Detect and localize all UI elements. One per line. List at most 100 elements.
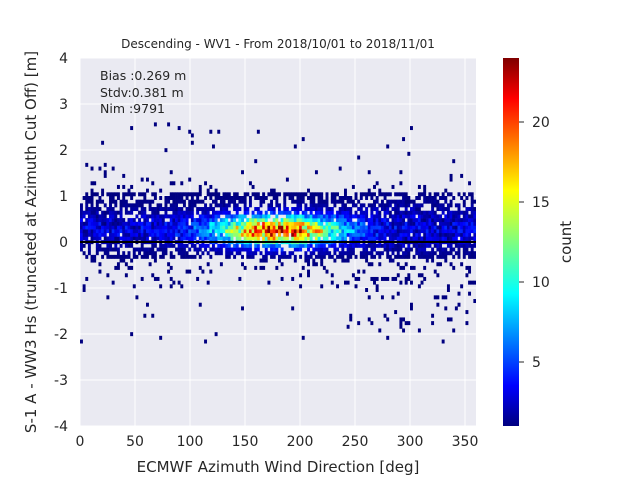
heatmap-cell <box>314 203 318 208</box>
heatmap-cell <box>80 339 83 344</box>
heatmap-cell <box>254 192 258 197</box>
heatmap-cell <box>196 207 200 212</box>
x-tick-label: 100 <box>177 434 204 450</box>
heatmap-cell <box>312 221 316 226</box>
heatmap-cell <box>109 243 112 248</box>
heatmap-cell <box>333 243 337 248</box>
heatmap-cell <box>365 288 369 292</box>
heatmap-cell <box>317 251 321 256</box>
heatmap-cell <box>238 214 242 219</box>
heatmap-cell <box>148 199 152 204</box>
heatmap-cell <box>465 251 469 256</box>
heatmap-cell <box>476 192 479 196</box>
heatmap-cell <box>219 210 223 215</box>
heatmap-cell <box>278 225 281 230</box>
heatmap-cell <box>153 221 157 226</box>
heatmap-cell <box>172 254 176 259</box>
heatmap-cell <box>452 214 456 219</box>
heatmap-cell <box>190 225 194 230</box>
heatmap-cell <box>122 199 126 204</box>
heatmap-cell <box>190 218 194 223</box>
heatmap-cell <box>214 192 218 197</box>
heatmap-cell <box>132 225 136 230</box>
heatmap-cell <box>357 243 361 248</box>
heatmap-cell <box>370 196 374 200</box>
heatmap-cell <box>135 207 139 212</box>
heatmap-cell <box>132 232 136 237</box>
heatmap-cell <box>373 280 376 285</box>
heatmap-cell <box>85 207 89 212</box>
heatmap-cell <box>98 243 102 248</box>
heatmap-cell <box>256 229 260 234</box>
heatmap-cell <box>132 254 136 259</box>
heatmap-cell <box>417 214 421 219</box>
heatmap-cell <box>114 221 118 226</box>
colorbar-label: count <box>557 221 575 263</box>
heatmap-cell <box>180 254 184 259</box>
heatmap-cell <box>299 207 303 212</box>
heatmap-cell <box>267 214 271 219</box>
heatmap-cell <box>423 184 427 189</box>
heatmap-cell <box>351 247 355 252</box>
heatmap-cell <box>452 328 456 333</box>
heatmap-cell <box>433 218 437 223</box>
heatmap-cell <box>380 199 384 204</box>
y-tick-label: 2 <box>59 143 68 159</box>
heatmap-cell <box>233 247 237 252</box>
heatmap-cell <box>196 210 200 215</box>
heatmap-cell <box>212 225 215 230</box>
heatmap-cell <box>214 203 218 208</box>
heatmap-cell <box>301 218 305 223</box>
heatmap-cell <box>328 207 332 212</box>
heatmap-cell <box>396 232 400 237</box>
heatmap-cell <box>402 192 406 197</box>
heatmap-cell <box>151 254 155 259</box>
heatmap-cell <box>175 221 178 226</box>
heatmap-cell <box>367 203 371 208</box>
heatmap-cell <box>415 229 419 234</box>
heatmap-cell <box>314 262 318 267</box>
heatmap-cell <box>301 196 305 200</box>
heatmap-cell <box>365 251 369 256</box>
heatmap-cell <box>135 225 139 230</box>
heatmap-cell <box>172 236 176 241</box>
heatmap-cell <box>378 192 382 197</box>
heatmap-cell <box>256 207 260 212</box>
heatmap-cell <box>446 214 450 219</box>
heatmap-cell <box>190 192 194 197</box>
heatmap-cell <box>446 218 450 223</box>
heatmap-cell <box>95 232 99 237</box>
heatmap-cell <box>280 262 284 267</box>
heatmap-cell <box>209 225 213 230</box>
heatmap-cell <box>293 214 297 219</box>
heatmap-cell <box>161 247 165 252</box>
heatmap-cell <box>446 229 450 234</box>
heatmap-cell <box>143 210 147 215</box>
heatmap-cell <box>272 221 276 226</box>
heatmap-cell <box>124 203 128 208</box>
heatmap-cell <box>457 225 461 230</box>
heatmap-cell <box>111 192 115 197</box>
heatmap-cell <box>420 225 424 230</box>
heatmap-cell <box>143 192 147 197</box>
heatmap-cell <box>204 236 208 241</box>
heatmap-cell <box>116 254 120 259</box>
heatmap-cell <box>217 232 221 237</box>
heatmap-cell <box>349 243 353 248</box>
heatmap-cell <box>190 203 194 208</box>
heatmap-cell <box>267 236 271 241</box>
heatmap-cell <box>296 218 300 223</box>
heatmap-cell <box>307 218 310 223</box>
heatmap-cell <box>193 218 197 223</box>
heatmap-cell <box>90 214 94 219</box>
heatmap-cell <box>322 229 326 234</box>
heatmap-cell <box>338 199 342 204</box>
heatmap-cell <box>138 218 142 223</box>
heatmap-cell <box>304 214 308 219</box>
heatmap-cell <box>169 170 173 175</box>
heatmap-cell <box>373 276 376 281</box>
heatmap-cell <box>417 196 421 200</box>
heatmap-cell <box>214 196 218 200</box>
heatmap-cell <box>275 225 279 230</box>
heatmap-cell <box>314 232 318 237</box>
